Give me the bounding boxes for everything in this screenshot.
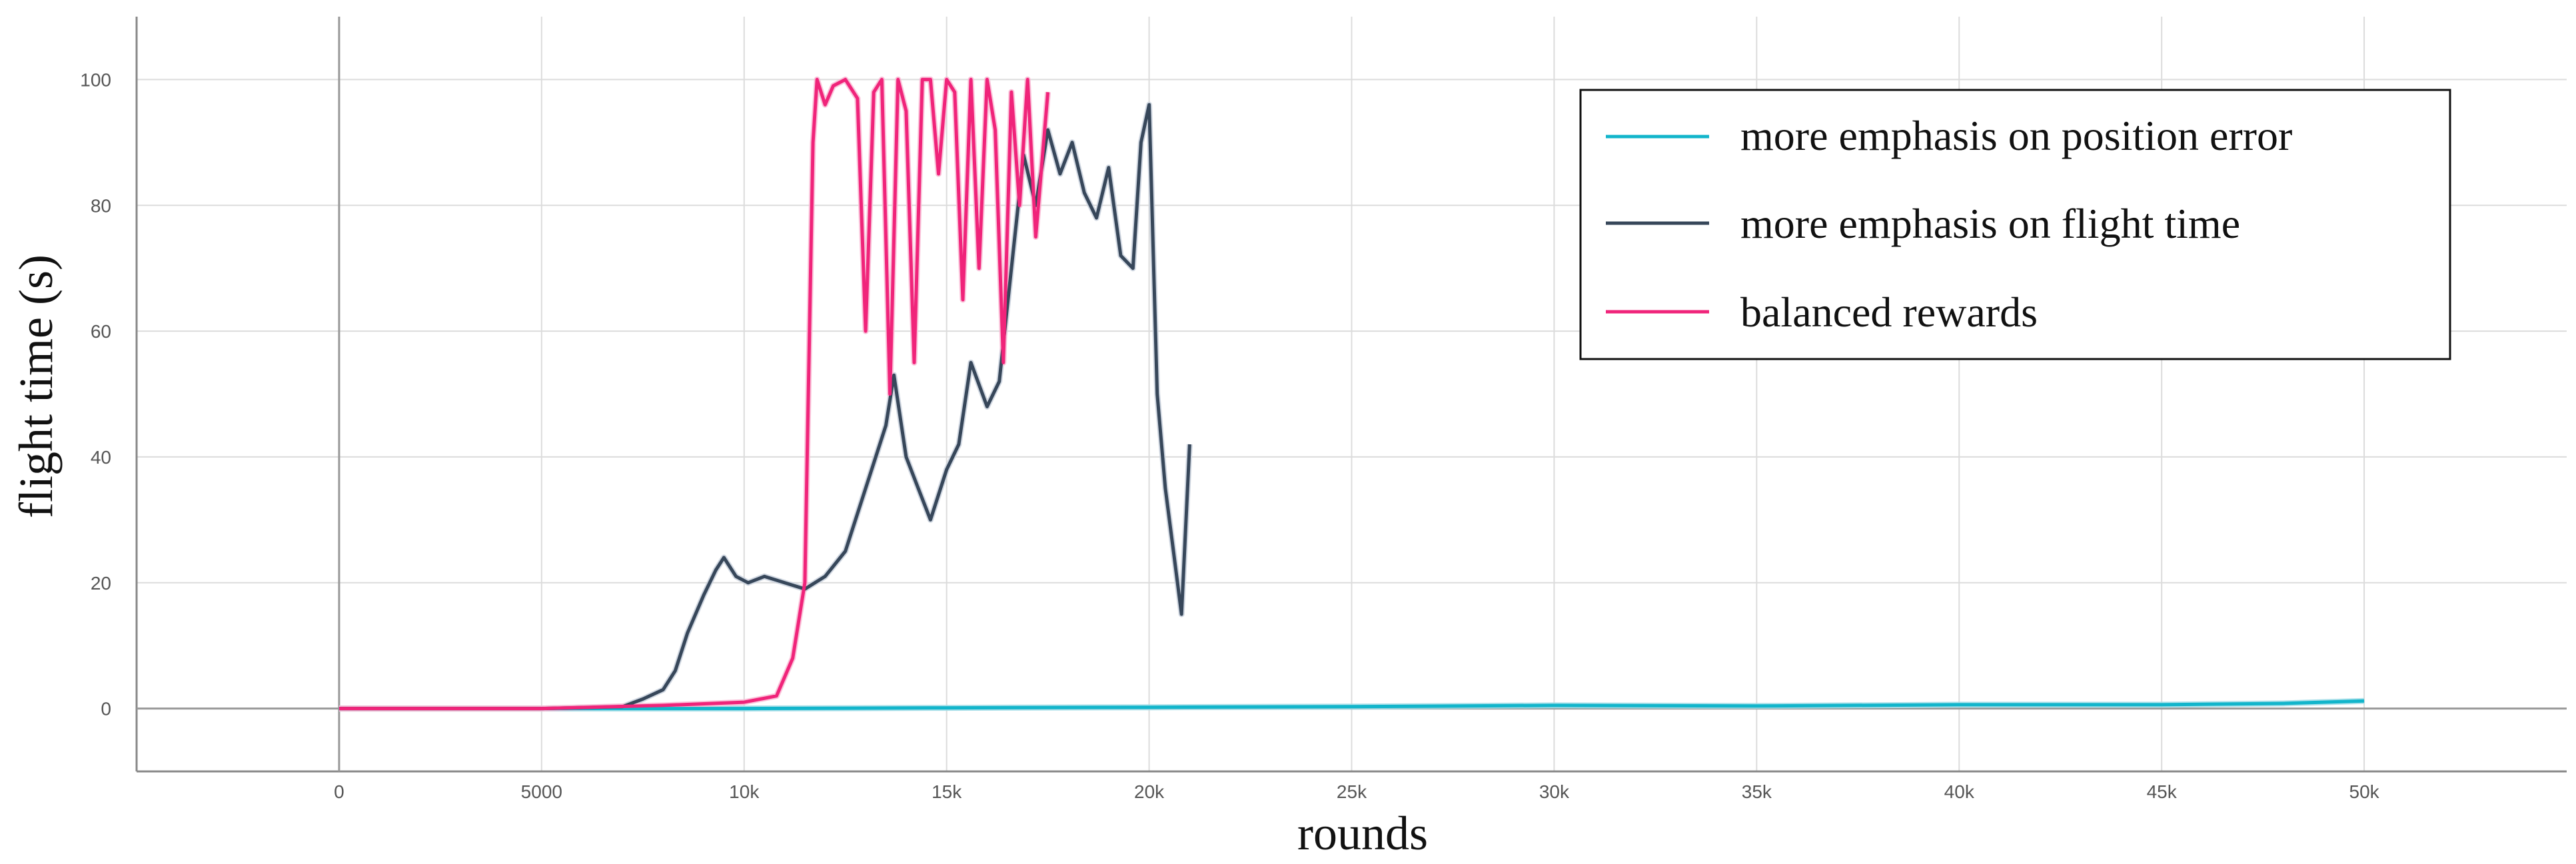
x-tick-label: 25k xyxy=(1337,781,1367,802)
y-tick-label: 40 xyxy=(91,447,111,468)
x-tick-label: 5000 xyxy=(521,781,562,802)
y-tick-label: 0 xyxy=(101,699,111,719)
y-tick-label: 60 xyxy=(91,321,111,342)
series-2-smoothed-line xyxy=(338,77,1050,711)
x-tick-label: 35k xyxy=(1742,781,1772,802)
x-tick-labels: 0 5000 10k 15k 20k 25k 30k 35k 40k 45k 50k xyxy=(334,781,2380,802)
series-1-smoothed-line xyxy=(338,103,1191,711)
legend: more emphasis on position error more emp… xyxy=(1579,89,2451,360)
x-axis-title: rounds xyxy=(1297,807,1428,860)
y-tick-label: 100 xyxy=(80,69,111,90)
y-tick-label: 80 xyxy=(91,195,111,216)
series-0-smoothed-line xyxy=(338,699,2365,711)
series-layer xyxy=(338,76,2365,712)
x-tick-label: 20k xyxy=(1134,781,1165,802)
x-tick-label: 10k xyxy=(729,781,760,802)
x-tick-label: 30k xyxy=(1539,781,1570,802)
y-tick-labels: 0 20 40 60 80 100 xyxy=(80,69,111,719)
x-tick-label: 15k xyxy=(932,781,962,802)
legend-label-flight-time: more emphasis on flight time xyxy=(1740,200,2240,247)
y-axis-title: flight time (s) xyxy=(9,254,63,518)
x-tick-label: 45k xyxy=(2147,781,2178,802)
x-tick-label: 50k xyxy=(2349,781,2380,802)
legend-box xyxy=(1579,89,2451,360)
x-tick-label: 0 xyxy=(334,781,344,802)
legend-label-balanced: balanced rewards xyxy=(1740,288,2038,336)
legend-label-position-error: more emphasis on position error xyxy=(1740,112,2292,159)
y-tick-label: 20 xyxy=(91,573,111,594)
x-tick-label: 40k xyxy=(1944,781,1975,802)
